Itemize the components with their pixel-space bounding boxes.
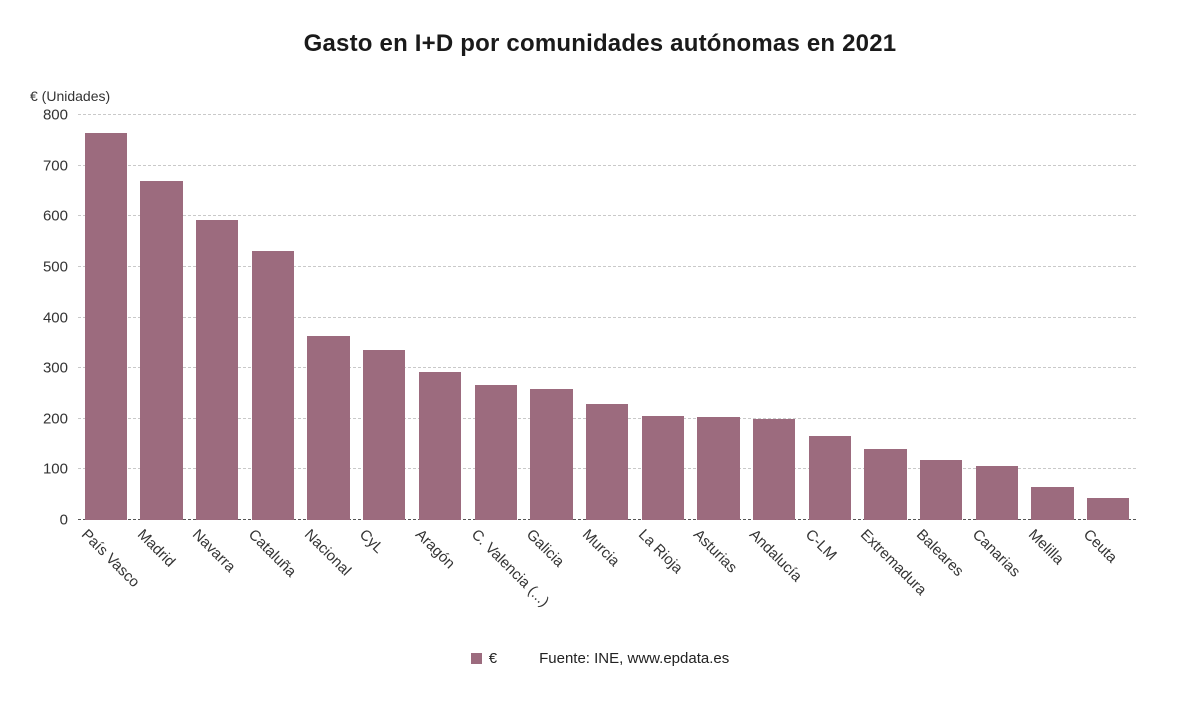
- x-axis-label-text: La Rioja: [634, 526, 686, 577]
- bar: [530, 389, 573, 520]
- y-tick-label: 0: [59, 511, 68, 529]
- bar-slot: C-LM: [802, 115, 858, 564]
- bar: [808, 436, 851, 520]
- bar: [641, 415, 684, 520]
- bar-slot: Navarra: [189, 115, 245, 576]
- x-axis-label-text: Ceuta: [1080, 526, 1121, 567]
- legend: € Fuente: INE, www.epdata.es: [0, 650, 1200, 667]
- bar: [84, 132, 127, 520]
- bar: [697, 417, 740, 520]
- chart-title: Gasto en I+D por comunidades autónomas e…: [303, 30, 897, 57]
- bar: [1031, 486, 1074, 520]
- bar-slot: Melilla: [1025, 115, 1081, 568]
- x-axis-label-text: Canarias: [968, 526, 1024, 581]
- x-axis-label-text: Andalucía: [746, 526, 806, 586]
- y-axis-title: € (Unidades): [30, 88, 111, 104]
- y-tick-label: 400: [42, 309, 68, 326]
- x-axis-label-text: Galicia: [523, 526, 568, 571]
- legend-swatch-icon: [470, 653, 482, 664]
- bars-layer: País Vasco Madrid Navarra Cataluña Nacional C…: [78, 115, 1136, 610]
- gridline: [78, 164, 1136, 166]
- x-axis-label-text: País Vasco: [77, 526, 143, 591]
- bar-slot: CyL: [356, 115, 412, 557]
- bar-slot: Asturias: [690, 115, 747, 576]
- bar: [307, 336, 350, 520]
- x-axis-label-text: Melilla: [1024, 526, 1067, 569]
- x-axis-label-text: Navarra: [189, 526, 239, 576]
- bar: [752, 418, 796, 520]
- legend-series-label: €: [488, 650, 498, 667]
- bar: [418, 371, 462, 520]
- bar-slot: Canarias: [969, 115, 1025, 580]
- bar-slot: La Rioja: [635, 115, 691, 577]
- y-tick-label: 600: [42, 207, 68, 225]
- y-tick-label: 700: [42, 157, 68, 175]
- x-axis-label-text: Aragón: [411, 526, 459, 573]
- bar-slot: Baleares: [913, 115, 969, 580]
- bar-slot: Aragón: [412, 115, 468, 572]
- bar-slot: Andalucía: [746, 115, 805, 585]
- gridline: [78, 114, 1136, 115]
- bar: [975, 466, 1018, 520]
- gridline: [78, 367, 1136, 369]
- x-axis-label-text: CyL: [356, 526, 388, 557]
- bar-slot: País Vasco: [78, 115, 143, 591]
- y-tick-label: 200: [42, 410, 68, 428]
- gridline: [78, 215, 1136, 217]
- bar: [920, 460, 963, 520]
- bar-slot: Ceuta: [1080, 115, 1136, 566]
- x-axis-label-text: Nacional: [300, 526, 354, 580]
- bar-slot: Galicia: [523, 115, 580, 570]
- bar-slot: C. Valencia (...): [468, 115, 552, 610]
- gridline: [78, 316, 1136, 318]
- bar: [363, 350, 406, 520]
- bar-slot: Madrid: [134, 115, 190, 570]
- bar: [140, 180, 183, 520]
- source-attribution: Fuente: INE, www.epdata.es: [539, 650, 730, 667]
- bar: [196, 220, 239, 520]
- bar: [474, 385, 517, 520]
- gridline: [78, 265, 1136, 267]
- bar: [251, 250, 295, 520]
- x-axis-label-text: C-LM: [801, 526, 840, 564]
- bar-slot: Nacional: [301, 115, 357, 579]
- bar: [864, 448, 907, 520]
- bar-slot: Murcia: [579, 115, 635, 570]
- bar: [1087, 497, 1130, 520]
- x-axis-label-text: Murcia: [579, 526, 623, 570]
- bar-slot: Extremadura: [857, 115, 930, 599]
- x-axis-label-text: Asturias: [690, 526, 741, 577]
- bar: [585, 403, 629, 520]
- plot-area: 0 100 200 300 400 500 600 700 800 País Vasco Madr…: [43, 107, 1136, 610]
- y-tick-label: 100: [42, 460, 68, 478]
- x-axis-label-text: Baleares: [913, 526, 968, 580]
- y-tick-label: 800: [42, 106, 68, 124]
- bar-slot: Cataluña: [245, 115, 301, 580]
- y-tick-label: 300: [42, 359, 68, 377]
- y-tick-label: 500: [42, 258, 68, 276]
- x-axis-label-text: Cataluña: [244, 526, 300, 581]
- x-axis-label-text: Madrid: [133, 526, 178, 571]
